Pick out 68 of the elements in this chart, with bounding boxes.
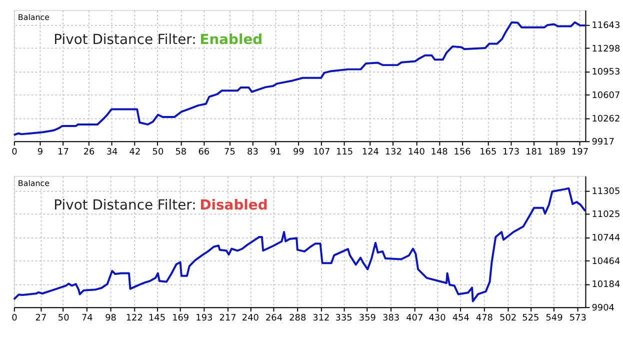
x-tick-label: 288 (289, 313, 306, 324)
x-tick-label: 26 (83, 148, 96, 158)
x-tick-label: 335 (335, 313, 352, 324)
x-tick-label: 217 (219, 313, 236, 324)
x-tick-label: 502 (500, 313, 517, 324)
x-tick-label: 549 (546, 313, 564, 324)
x-tick-label: 189 (548, 148, 566, 158)
x-tick-label: 58 (175, 148, 187, 158)
x-tick-label: 115 (336, 148, 354, 158)
x-tick-label: 50 (152, 148, 164, 158)
y-tick-label: 10607 (592, 91, 620, 102)
x-tick-label: 50 (58, 313, 70, 324)
x-tick-label: 0 (12, 148, 18, 158)
annotation: Pivot Distance Filter: Disabled (54, 198, 268, 214)
x-tick-label: 91 (270, 148, 282, 158)
x-tick-label: 525 (522, 313, 540, 324)
x-tick-label: 66 (198, 148, 210, 158)
x-tick-label: 140 (408, 148, 426, 158)
line-series (12, 187, 586, 302)
x-tick-label: 107 (313, 148, 330, 158)
x-tick-label: 156 (454, 148, 472, 158)
x-tick-label: 169 (172, 313, 190, 324)
x-tick-label: 148 (430, 148, 448, 158)
x-tick-label: 383 (382, 313, 400, 324)
y-tick-label: 11025 (592, 210, 620, 220)
x-tick-label: 9 (37, 148, 44, 158)
x-tick-label: 173 (502, 148, 520, 158)
line-series (12, 21, 586, 136)
y-tick-label: 10953 (592, 68, 620, 78)
x-tick-label: 181 (526, 148, 543, 158)
annotation: Balance (18, 178, 50, 188)
y-tick-label: 11305 (592, 186, 620, 197)
annotation: Pivot Distance Filter: Enabled (54, 32, 263, 48)
x-tick-label: 478 (476, 313, 494, 324)
x-tick-label: 264 (265, 313, 283, 324)
x-tick-label: 122 (126, 313, 143, 324)
x-tick-label: 197 (571, 148, 589, 158)
x-tick-label: 573 (569, 313, 586, 324)
x-tick-label: 124 (362, 148, 380, 158)
y-tick-label: 11643 (592, 21, 620, 32)
x-tick-label: 407 (406, 313, 424, 324)
x-tick-label: 312 (312, 313, 330, 324)
y-tick-label: 9904 (592, 304, 615, 314)
x-tick-label: 98 (105, 313, 117, 324)
y-tick-label: 11298 (592, 44, 620, 54)
x-tick-label: 83 (247, 148, 258, 158)
x-tick-label: 145 (148, 313, 166, 324)
y-tick-label: 10464 (592, 256, 620, 267)
x-tick-label: 430 (428, 313, 446, 324)
y-tick-label: 10262 (592, 114, 620, 124)
x-tick-label: 132 (384, 148, 402, 158)
x-tick-label: 74 (81, 313, 94, 324)
x-tick-label: 454 (452, 313, 470, 324)
y-tick-label: 9917 (592, 138, 614, 148)
y-tick-label: 10744 (592, 234, 620, 244)
x-tick-label: 42 (129, 148, 141, 158)
x-tick-label: 165 (480, 148, 497, 158)
x-tick-label: 75 (224, 148, 236, 158)
x-tick-label: 193 (196, 313, 213, 324)
x-tick-label: 240 (242, 313, 260, 324)
x-tick-label: 17 (58, 148, 69, 158)
y-tick-label: 10184 (592, 280, 620, 290)
x-tick-label: 0 (12, 313, 18, 324)
x-tick-label: 99 (292, 148, 305, 158)
annotation: Balance (18, 12, 50, 22)
x-tick-label: 27 (35, 313, 47, 324)
x-tick-label: 359 (358, 313, 376, 324)
x-tick-label: 34 (106, 148, 118, 158)
